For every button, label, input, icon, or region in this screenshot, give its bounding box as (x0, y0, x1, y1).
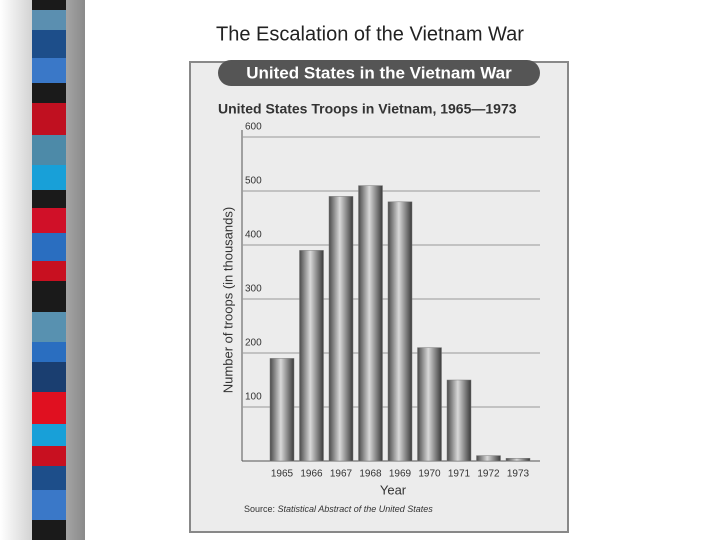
chart-title: United States Troops in Vietnam, 1965—19… (218, 101, 517, 117)
bar (269, 358, 295, 462)
bar (476, 455, 501, 462)
y-tick-label: 200 (245, 338, 262, 349)
bar (387, 201, 413, 462)
bar (446, 379, 472, 462)
slide-title: The Escalation of the Vietnam War (216, 23, 524, 45)
bar (299, 250, 324, 462)
y-tick-label: 500 (245, 176, 262, 187)
banner-text: United States in the Vietnam War (246, 63, 512, 82)
x-tick-label: 1972 (477, 469, 500, 480)
y-tick-label: 100 (245, 392, 262, 403)
source-name: Statistical Abstract of the United State… (278, 504, 434, 514)
bar (505, 458, 531, 462)
x-tick-label: 1966 (300, 469, 323, 480)
bar (358, 185, 383, 462)
x-tick-label: 1967 (330, 469, 353, 480)
x-tick-label: 1973 (507, 469, 530, 480)
bar (417, 347, 442, 462)
y-tick-label: 400 (245, 230, 262, 241)
side-stripe (0, 0, 85, 540)
source-text: Source: Statistical Abstract of the Unit… (244, 504, 433, 514)
x-tick-label: 1971 (448, 469, 471, 480)
y-tick-label: 300 (245, 284, 262, 295)
x-tick-label: 1965 (271, 469, 294, 480)
bar (328, 196, 354, 462)
x-tick-label: 1969 (389, 469, 412, 480)
banner (218, 60, 540, 86)
x-tick-label: 1968 (359, 469, 382, 480)
x-tick-label: 1970 (418, 469, 441, 480)
y-axis-label: Number of troops (in thousands) (220, 207, 235, 393)
source-prefix: Source: (244, 504, 275, 514)
x-axis-label: Year (380, 482, 407, 497)
y-tick-label: 600 (245, 122, 262, 133)
